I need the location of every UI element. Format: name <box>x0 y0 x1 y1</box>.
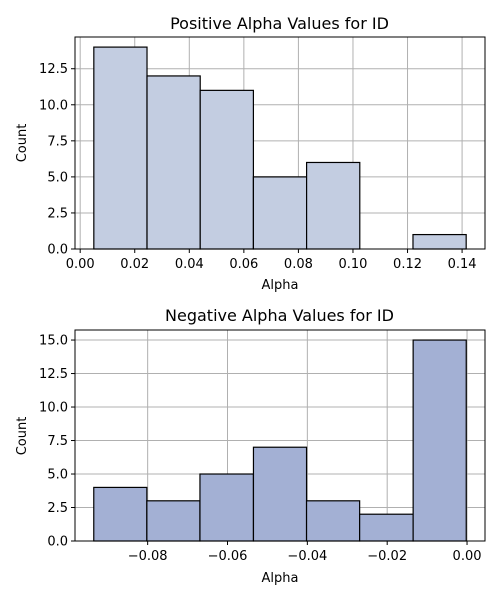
x-tick-label: −0.06 <box>208 549 248 564</box>
x-tick-label: 0.12 <box>393 257 422 272</box>
histogram-bar <box>412 339 467 542</box>
chart-title: Positive Alpha Values for ID <box>170 14 389 33</box>
x-tick-label: 0.10 <box>338 257 367 272</box>
histogram-bar <box>252 176 308 250</box>
y-tick-label: 5.0 <box>47 468 68 483</box>
x-tick-label: −0.02 <box>367 549 407 564</box>
histogram-bar <box>93 46 148 250</box>
x-tick-label: −0.08 <box>128 549 168 564</box>
x-tick-label: 0.08 <box>284 257 313 272</box>
x-axis-label: Alpha <box>262 278 299 293</box>
x-axis-label: Alpha <box>262 571 299 586</box>
y-tick-label: 2.5 <box>47 501 68 516</box>
x-tick-label: 0.02 <box>120 257 149 272</box>
y-axis-label: Count <box>15 417 30 456</box>
y-tick-label: 7.5 <box>47 134 68 149</box>
x-tick-label: 0.00 <box>66 257 95 272</box>
y-tick-label: 0.0 <box>47 535 68 550</box>
x-tick-label: 0.00 <box>453 549 482 564</box>
histogram-bar <box>93 486 148 542</box>
positive-alpha-histogram: Positive Alpha Values for ID 0.00 0.02 0.0… <box>15 14 486 293</box>
y-tick-label: 15.0 <box>39 334 68 349</box>
histogram-bar <box>252 446 308 542</box>
chart-title: Negative Alpha Values for ID <box>165 306 394 325</box>
histogram-bar <box>146 500 201 542</box>
y-tick-label: 7.5 <box>47 434 68 449</box>
y-tick-label: 10.0 <box>39 98 68 113</box>
plot-frame <box>74 36 486 250</box>
y-tick-label: 12.5 <box>39 62 68 77</box>
histogram-bar <box>305 500 361 542</box>
y-tick-label: 0.0 <box>47 243 68 258</box>
x-tick-label: 0.06 <box>229 257 258 272</box>
y-tick-label: 12.5 <box>39 367 68 382</box>
y-tick-label: 10.0 <box>39 401 68 416</box>
histogram-bar <box>199 473 255 542</box>
x-tick-label: 0.14 <box>448 257 477 272</box>
histogram-bar <box>412 233 467 250</box>
histogram-bar <box>359 513 414 542</box>
y-axis-label: Count <box>15 124 30 163</box>
histogram-bar <box>199 89 255 250</box>
histogram-bar <box>305 161 361 250</box>
histogram-bar <box>146 75 201 250</box>
negative-alpha-histogram: Negative Alpha Values for ID −0.08 −0.06 −… <box>15 306 486 586</box>
y-tick-label: 5.0 <box>47 170 68 185</box>
x-tick-label: −0.04 <box>287 549 327 564</box>
plot-frame <box>74 329 486 542</box>
x-tick-label: 0.04 <box>175 257 204 272</box>
y-tick-label: 2.5 <box>47 206 68 221</box>
